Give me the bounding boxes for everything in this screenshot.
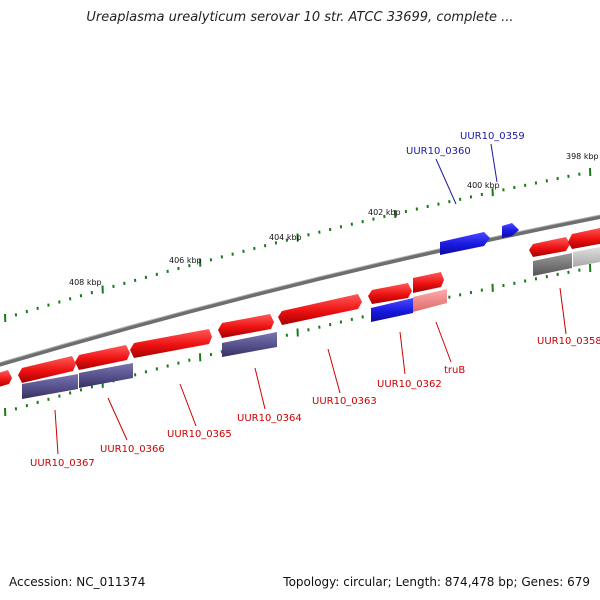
gene-arrow[interactable]	[368, 283, 412, 304]
gene-arrow[interactable]	[371, 298, 413, 322]
genome-backbone-highlight	[0, 214, 600, 364]
gene-arrow[interactable]	[573, 246, 600, 267]
scale-label: 404 kbp	[269, 233, 302, 242]
reverse-strand-genes	[22, 246, 600, 399]
map-title: Ureaplasma urealyticum serovar 10 str. A…	[86, 10, 514, 25]
gene-label[interactable]: UUR10_0362	[377, 379, 442, 390]
gene-arrow[interactable]	[79, 363, 133, 388]
scale-label: 400 kbp	[467, 181, 500, 190]
gene-arrow[interactable]	[22, 374, 78, 399]
outer-tick-track	[4, 167, 592, 323]
genome-backbone	[0, 214, 600, 367]
gene-arrow[interactable]	[222, 332, 277, 357]
gene-label[interactable]: UUR10_0363	[312, 396, 377, 407]
gene-arrow[interactable]	[130, 329, 212, 358]
gene-arrow[interactable]	[18, 356, 76, 383]
label-leader-lines	[54, 143, 567, 455]
gene-arrow[interactable]	[533, 253, 572, 276]
forward-strand-genes	[0, 223, 600, 388]
gene-label[interactable]: UUR10_0358	[537, 336, 600, 347]
gene-arrow[interactable]	[502, 223, 519, 238]
genome-summary-text: Topology: circular; Length: 874,478 bp; …	[283, 575, 590, 589]
gene-arrow[interactable]	[0, 370, 12, 388]
scale-label: 398 kbp	[566, 152, 599, 161]
gene-arrow[interactable]	[413, 289, 447, 312]
gene-arrow[interactable]	[278, 294, 362, 325]
gene-arrow[interactable]	[218, 314, 274, 338]
gene-arrow[interactable]	[75, 345, 130, 370]
gene-label[interactable]: UUR10_0359	[460, 131, 525, 142]
gene-arrow[interactable]	[568, 227, 600, 249]
gene-label[interactable]: UUR10_0365	[167, 429, 232, 440]
scale-label: 408 kbp	[69, 278, 102, 287]
gene-label[interactable]: truB	[444, 365, 465, 376]
accession-text: Accession: NC_011374	[9, 575, 146, 589]
gene-label[interactable]: UUR10_0367	[30, 458, 95, 469]
gene-label[interactable]: UUR10_0366	[100, 444, 165, 455]
gene-arrow[interactable]	[529, 237, 570, 257]
gene-arrow[interactable]	[440, 232, 490, 255]
gene-label[interactable]: UUR10_0360	[406, 146, 471, 157]
gene-label[interactable]: UUR10_0364	[237, 413, 302, 424]
gene-arrow[interactable]	[413, 272, 444, 293]
scale-label: 402 kbp	[368, 208, 401, 217]
scale-label: 406 kbp	[169, 256, 202, 265]
